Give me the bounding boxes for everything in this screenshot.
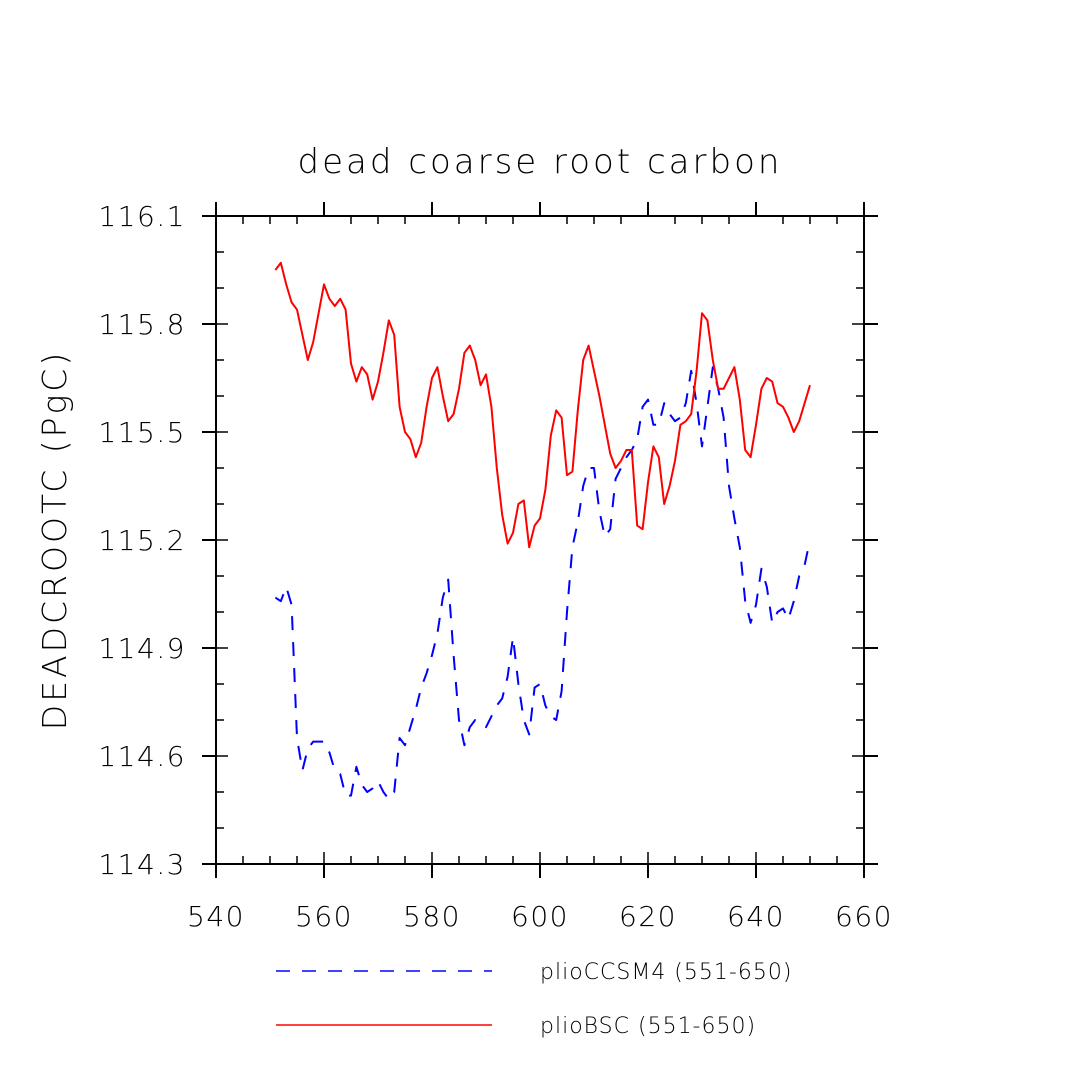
legend: plioCCSM4 (551-650) plioBSC (551-650) xyxy=(276,960,792,1039)
axis-ticks xyxy=(202,202,878,878)
x-tick-label: 660 xyxy=(835,900,893,933)
series-layer xyxy=(274,261,811,801)
x-tick-label: 580 xyxy=(403,900,461,933)
legend-label-plioBSC: plioBSC (551-650) xyxy=(540,1014,756,1039)
y-tick-label: 114.6 xyxy=(98,740,186,773)
y-tick-label: 114.9 xyxy=(98,632,186,665)
y-tick-label: 116.1 xyxy=(98,200,186,233)
tick-labels: 540 560 580 600 620 640 660 114.3 114.6 114.9 115.… xyxy=(98,200,893,933)
series-line-plioBSC xyxy=(274,261,811,549)
x-tick-label: 620 xyxy=(619,900,677,933)
series-line-plioCCSM4 xyxy=(274,366,811,801)
plot-frame xyxy=(215,215,865,865)
y-axis-label: DEADCROOTC (PgC) xyxy=(35,350,74,730)
x-tick-label: 600 xyxy=(511,900,569,933)
y-tick-label: 114.3 xyxy=(98,848,186,881)
x-tick-label: 640 xyxy=(727,900,785,933)
x-tick-label: 540 xyxy=(187,900,245,933)
y-tick-label: 115.2 xyxy=(98,524,186,557)
y-tick-label: 115.8 xyxy=(98,308,186,341)
chart-title: dead coarse root carbon xyxy=(298,142,783,182)
y-tick-label: 115.5 xyxy=(98,416,186,449)
x-tick-label: 560 xyxy=(295,900,353,933)
legend-label-plioCCSM4: plioCCSM4 (551-650) xyxy=(540,960,792,985)
